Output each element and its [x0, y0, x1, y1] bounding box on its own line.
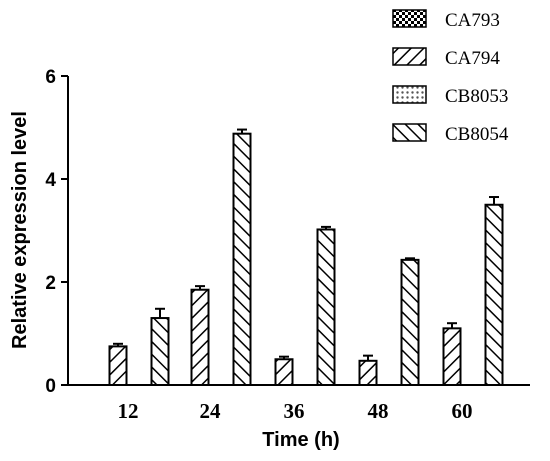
bar-cb8054-36	[316, 228, 336, 386]
legend-swatch-cb8054	[392, 123, 427, 142]
legend: CA793 CA794 CB8053 CB8054	[392, 9, 509, 145]
bar-cb8054-48	[400, 258, 420, 387]
legend-label-ca794: CA794	[445, 48, 500, 69]
bar-ca794-36	[274, 358, 294, 386]
x-ticks: 12 24 36 48 60	[118, 399, 473, 423]
x-axis-title: Time (h)	[262, 429, 339, 451]
x-tick-label: 12	[118, 399, 139, 423]
x-tick-label: 24	[200, 399, 222, 423]
legend-label-ca793: CA793	[445, 10, 500, 31]
bar-ca794-48	[358, 359, 378, 387]
y-tick-label: 6	[45, 67, 56, 88]
bars	[88, 128, 504, 387]
y-tick-label: 0	[45, 376, 56, 397]
legend-swatch-ca794	[392, 47, 427, 66]
bar-cb8054-60	[484, 203, 504, 386]
x-tick-label: 36	[284, 399, 305, 423]
legend-label-cb8054: CB8054	[445, 124, 509, 145]
legend-swatch-ca793	[392, 9, 427, 28]
bar-ca794-60	[442, 327, 462, 387]
y-tick-label: 2	[45, 273, 56, 294]
bar-ca794-24	[190, 288, 210, 387]
y-tick-label: 4	[45, 170, 56, 191]
x-tick-label: 48	[368, 399, 389, 423]
bar-cb8054-24	[232, 132, 252, 386]
y-axis-title: Relative expression level	[9, 111, 31, 349]
y-ticks: 0 2 4 6	[45, 67, 68, 397]
bar-cb8054-12	[150, 317, 170, 386]
legend-swatch-cb8053	[392, 85, 427, 104]
bar-ca794-12	[108, 345, 128, 386]
legend-label-cb8053: CB8053	[445, 86, 508, 107]
x-tick-label: 60	[452, 399, 473, 423]
